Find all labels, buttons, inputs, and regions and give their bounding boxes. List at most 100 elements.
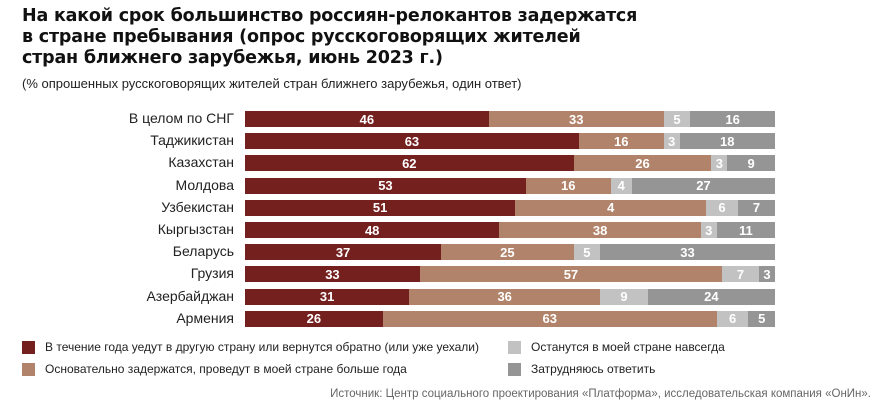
bar-segment: 31: [245, 288, 410, 305]
bar-segment: 11: [716, 222, 775, 238]
data-label: 36: [497, 289, 512, 305]
data-label: 38: [592, 222, 608, 238]
bar-segment: 18: [679, 133, 775, 150]
bar-segment: 3: [759, 266, 775, 283]
data-label: 3: [763, 266, 771, 282]
bar-segment: 33: [245, 266, 420, 283]
bar-segment: 38: [499, 222, 701, 238]
stacked-bar: 63 16 3 18: [245, 133, 775, 150]
legend-swatch: [22, 340, 35, 354]
bar-segment: 62: [245, 155, 574, 172]
data-label: 26: [635, 155, 650, 171]
stacked-bar: 62 26 3 9: [245, 155, 775, 172]
data-label: 46: [359, 111, 375, 127]
category-label: В целом по СНГ: [128, 110, 234, 126]
bar-row: В целом по СНГ 46 33 5 16: [0, 110, 883, 127]
source-note: Источник: Центр социального проектирован…: [330, 388, 871, 400]
category-label: Молдова: [175, 176, 235, 193]
bar-segment: 16: [525, 177, 611, 194]
bar-segment: 4: [515, 199, 707, 216]
bar-segment: 7: [737, 199, 775, 216]
bar-row: Узбекистан 51 4 6 7: [0, 199, 883, 216]
data-label: 3: [668, 133, 676, 149]
data-label: 5: [583, 244, 591, 260]
stacked-bar: 48 38 3 11: [245, 222, 775, 238]
legend-item: Затрудняюсь ответить: [508, 362, 655, 376]
data-label: 11: [738, 222, 753, 238]
bar-row: Кыргызстан 48 38 3 11: [0, 221, 883, 238]
legend-swatch: [508, 340, 521, 354]
data-label: 26: [306, 311, 322, 327]
chart-subtitle: (% опрошенных русскоговорящих жителей ст…: [22, 76, 522, 91]
stacked-bar: 31 36 9 24: [245, 288, 775, 305]
bar-segment: 33: [488, 111, 664, 127]
data-label: 16: [561, 178, 576, 194]
bar-segment: 16: [690, 111, 775, 127]
category-label: Грузия: [190, 265, 234, 282]
bar-segment: 6: [706, 199, 738, 216]
data-label: 24: [704, 289, 719, 305]
bar-segment: 3: [711, 155, 728, 172]
bar-segment: 33: [600, 244, 775, 261]
data-label: 33: [569, 111, 584, 127]
data-label: 4: [617, 178, 625, 194]
data-label: 53: [378, 178, 393, 194]
category-label: Казахстан: [168, 154, 234, 171]
bar-segment: 51: [245, 199, 516, 216]
legend-label: Затрудняюсь ответить: [531, 362, 656, 376]
category-label: Таджикистан: [150, 132, 234, 149]
bar-segment: 57: [419, 266, 722, 283]
data-label: 25: [500, 244, 515, 260]
data-label: 63: [404, 133, 420, 149]
bar-row: Армения 26 63 6 5: [0, 310, 883, 327]
data-label: 7: [736, 266, 745, 282]
category-label: Узбекистан: [161, 198, 234, 215]
category-label: Армения: [176, 309, 234, 326]
bar-row: Таджикистан 63 16 3 18: [0, 132, 883, 150]
bar-segment: 6: [716, 310, 749, 327]
data-label: 16: [614, 133, 629, 149]
category-label: Азербайджан: [146, 287, 234, 304]
bar-segment: 46: [245, 111, 489, 127]
bar-segment: 9: [600, 288, 648, 305]
bar-segment: 24: [647, 288, 775, 305]
data-label: 3: [705, 222, 713, 238]
bar-segment: 16: [578, 133, 664, 150]
stacked-bar: 37 25 5 33: [245, 244, 775, 261]
data-label: 31: [319, 289, 335, 305]
legend-swatch: [22, 362, 35, 376]
legend-label: В течение года уедут в другую страну или…: [45, 340, 479, 354]
data-label: 51: [372, 200, 388, 216]
bar-segment: 37: [245, 244, 442, 261]
bar-segment: 3: [700, 222, 717, 238]
data-label: 33: [680, 244, 695, 260]
bar-row: Казахстан 62 26 3 9: [0, 154, 883, 172]
bar-segment: 27: [631, 177, 775, 194]
data-label: 62: [402, 155, 417, 171]
bar-row: Азербайджан 31 36 9 24: [0, 288, 883, 305]
bar-segment: 63: [382, 310, 717, 327]
bar-segment: 36: [409, 288, 601, 305]
data-label: 4: [607, 200, 615, 216]
stacked-bar: 53 16 4 27: [245, 177, 775, 194]
data-label: 5: [758, 311, 766, 327]
stacked-bar: 46 33 5 16: [245, 111, 775, 127]
bar-segment: 25: [441, 244, 574, 261]
data-label: 3: [715, 155, 723, 171]
data-label: 63: [542, 311, 557, 327]
data-label: 18: [720, 133, 735, 149]
bar-row: Беларусь 37 25 5 33: [0, 243, 883, 261]
bar-segment: 4: [610, 177, 632, 194]
stacked-bar: 51 4 6 7: [245, 199, 775, 216]
bar-segment: 5: [573, 244, 601, 261]
bar-segment: 9: [727, 155, 775, 172]
stacked-bar: 26 63 6 5: [245, 310, 775, 327]
legend-item: В течение года уедут в другую страну или…: [22, 340, 479, 354]
data-label: 5: [673, 111, 681, 127]
bar-segment: 26: [245, 310, 383, 327]
bar-segment: 63: [245, 133, 579, 150]
legend-item: Основательно задержатся, проведут в моей…: [22, 362, 407, 376]
category-label: Беларусь: [172, 243, 234, 260]
data-label: 33: [325, 266, 340, 282]
bar-segment: 7: [721, 266, 760, 283]
